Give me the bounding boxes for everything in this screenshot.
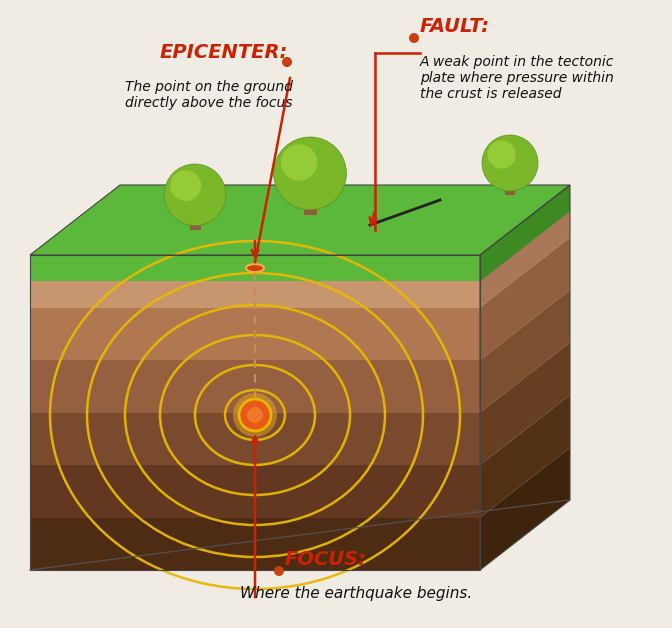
- Polygon shape: [480, 290, 570, 413]
- Polygon shape: [30, 517, 480, 570]
- Circle shape: [488, 141, 515, 168]
- Polygon shape: [30, 465, 480, 517]
- Text: Where the earthquake begins.: Where the earthquake begins.: [240, 586, 472, 601]
- Text: A weak point in the tectonic
plate where pressure within
the crust is released: A weak point in the tectonic plate where…: [420, 55, 614, 101]
- Text: FOCUS:: FOCUS:: [285, 550, 367, 569]
- Ellipse shape: [246, 264, 264, 272]
- Polygon shape: [304, 192, 317, 215]
- Polygon shape: [480, 237, 570, 360]
- Circle shape: [239, 399, 271, 431]
- Circle shape: [164, 164, 226, 225]
- Polygon shape: [480, 185, 570, 308]
- Text: The point on the ground
directly above the focus: The point on the ground directly above t…: [125, 80, 293, 110]
- Circle shape: [247, 407, 263, 423]
- Polygon shape: [480, 395, 570, 517]
- Polygon shape: [30, 185, 570, 255]
- Polygon shape: [30, 308, 480, 360]
- Circle shape: [409, 33, 419, 43]
- Polygon shape: [505, 177, 515, 195]
- Polygon shape: [190, 210, 200, 230]
- Circle shape: [233, 393, 277, 437]
- Polygon shape: [30, 185, 570, 255]
- Polygon shape: [30, 255, 480, 281]
- Polygon shape: [30, 255, 480, 308]
- Circle shape: [282, 57, 292, 67]
- Circle shape: [281, 144, 317, 181]
- Polygon shape: [30, 360, 480, 413]
- Polygon shape: [30, 413, 480, 465]
- Circle shape: [482, 135, 538, 191]
- Text: FAULT:: FAULT:: [420, 17, 490, 36]
- Circle shape: [274, 566, 284, 576]
- Polygon shape: [480, 185, 570, 281]
- Polygon shape: [480, 342, 570, 465]
- Circle shape: [171, 170, 201, 201]
- Circle shape: [274, 137, 346, 210]
- Text: EPICENTER:: EPICENTER:: [160, 43, 288, 62]
- Polygon shape: [480, 448, 570, 570]
